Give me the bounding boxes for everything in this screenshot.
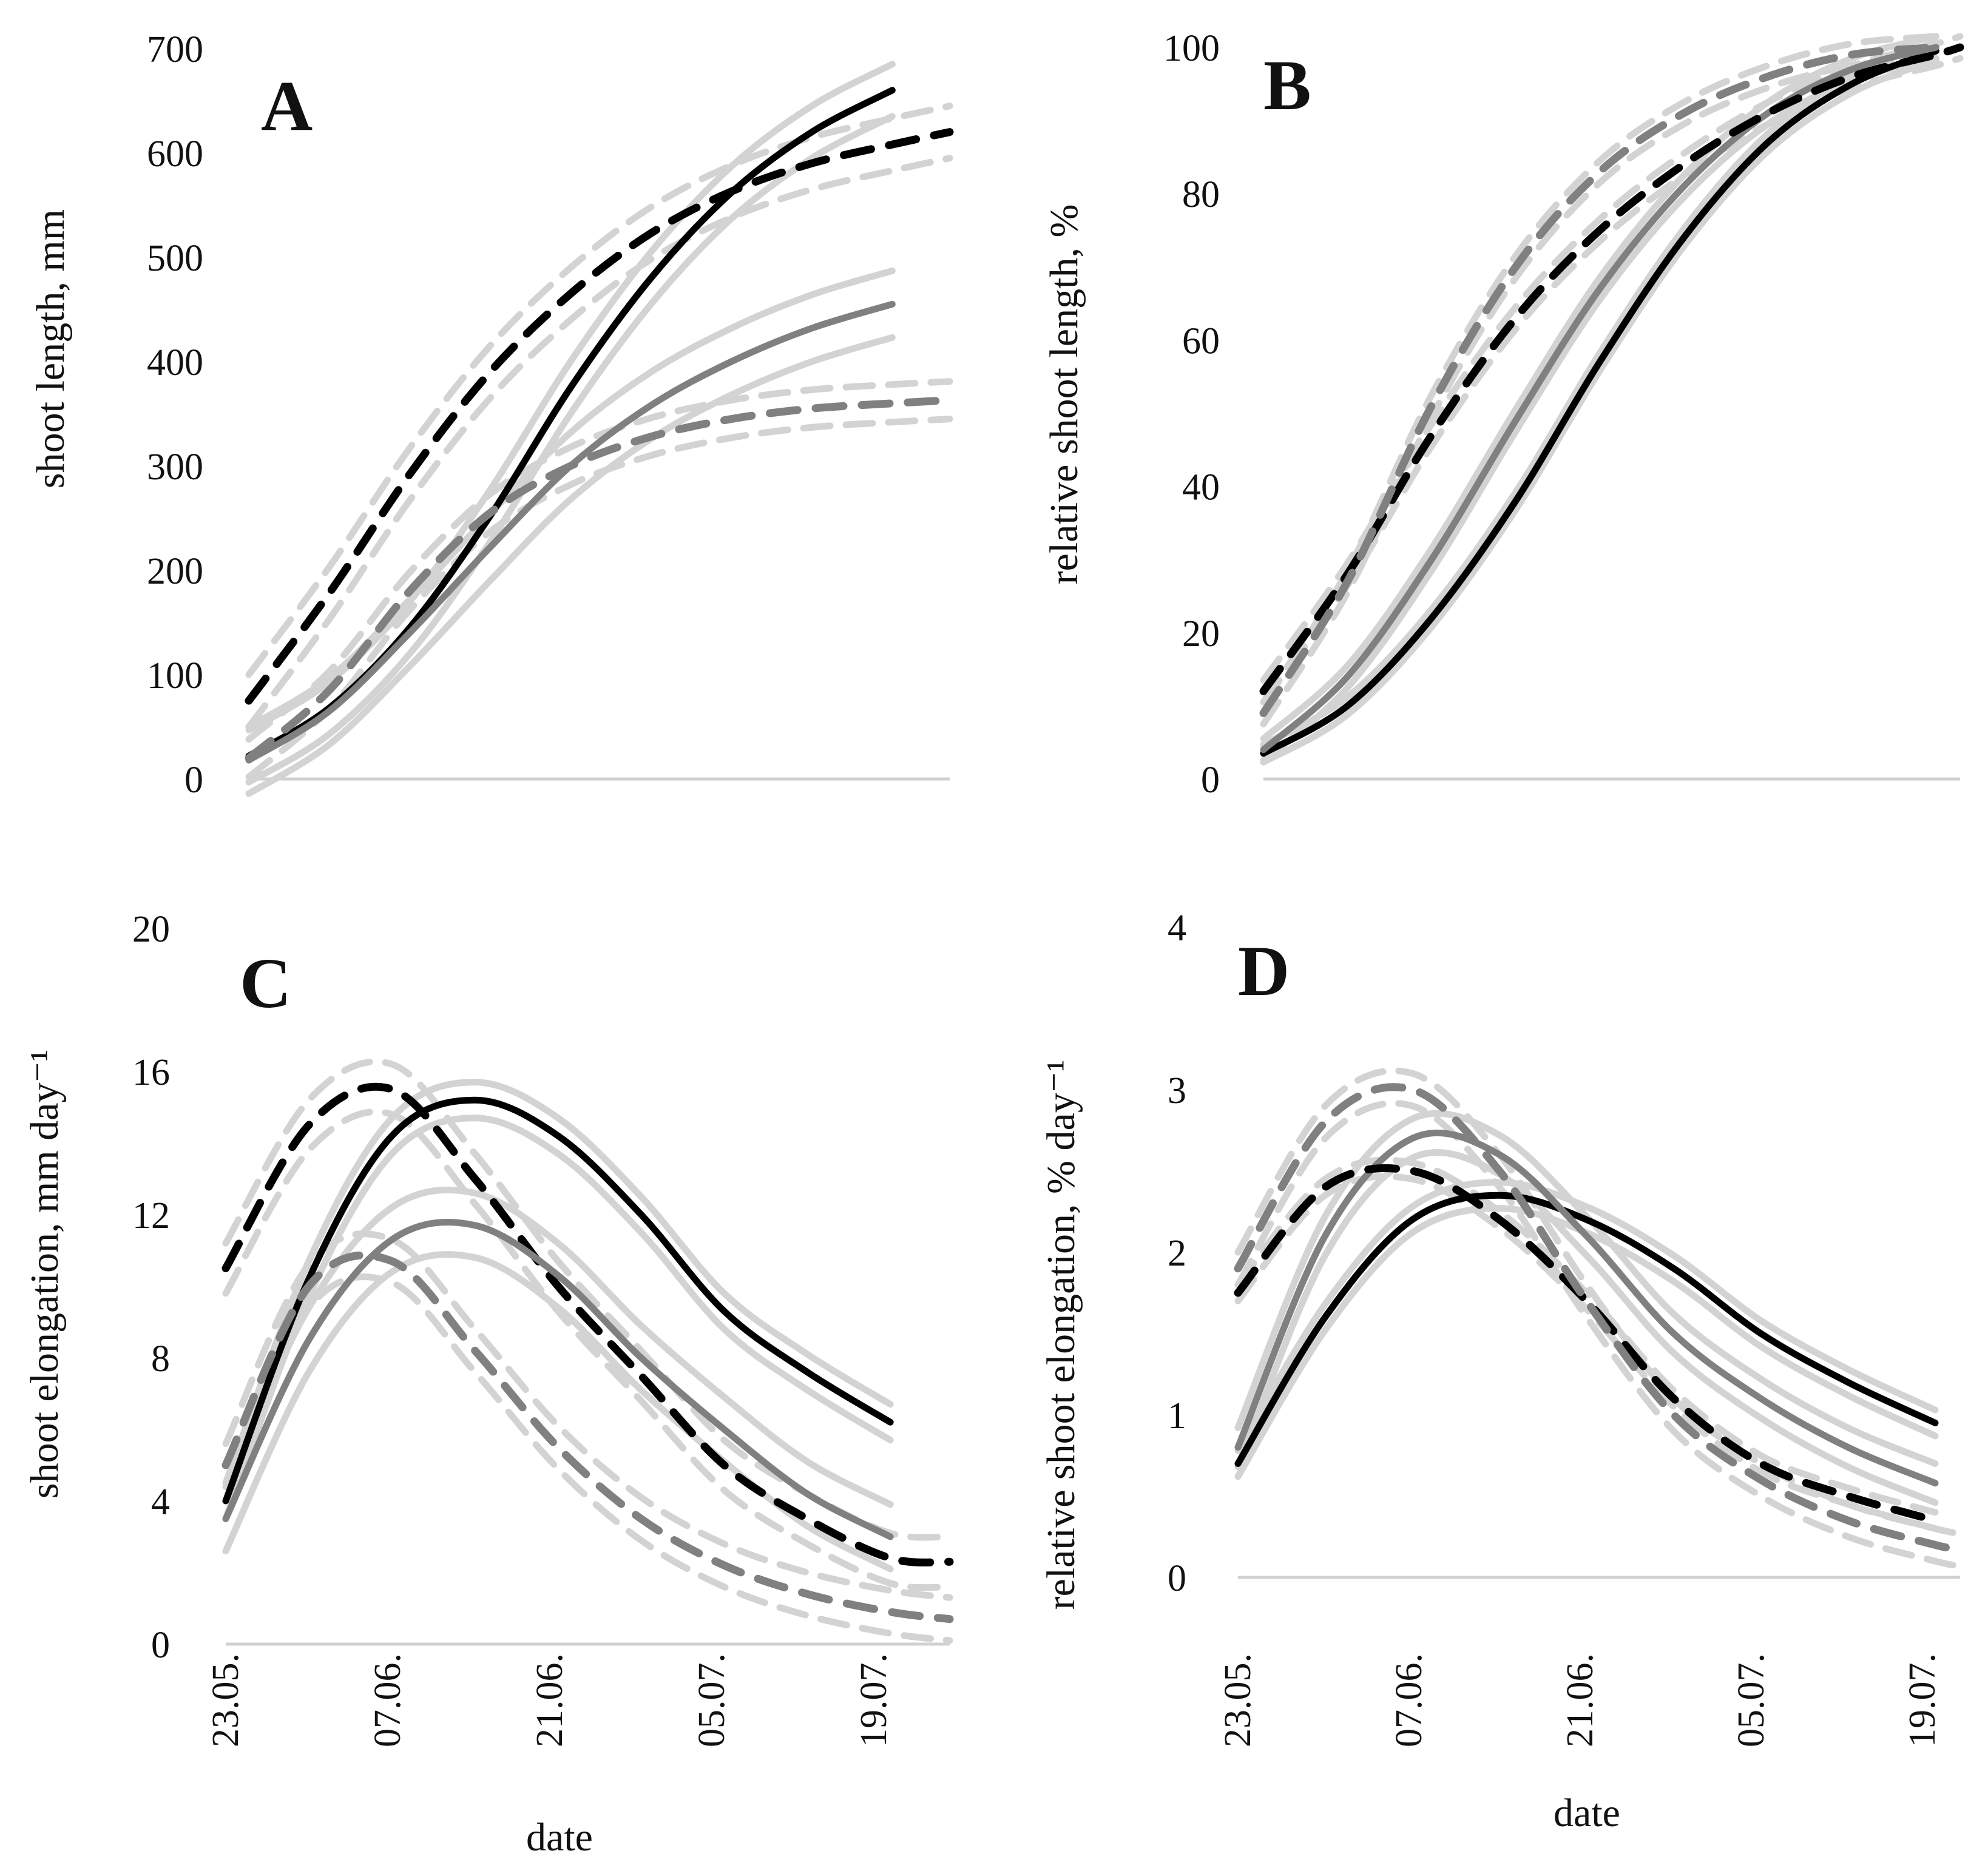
panel-c-series-line <box>221 1251 954 1624</box>
panel-c-x-tick-label: 07.06. <box>367 1653 408 1747</box>
panel-b-band-line <box>1260 55 1939 727</box>
panel-a-label: A <box>261 66 313 146</box>
panel-c-band-line <box>222 1273 953 1644</box>
panel-d-x-tick-label: 19.07. <box>1902 1653 1943 1747</box>
panel-d-y-tick-label: 0 <box>1168 1558 1186 1599</box>
panel-c-y-tick-label: 0 <box>151 1625 170 1666</box>
panel-c-chart: C shoot elongation, mm day⁻¹ date 0 4 8 12 1… <box>22 909 954 1860</box>
panel-d-x-tick-label: 07.06. <box>1388 1653 1430 1747</box>
panel-a-band-line <box>245 378 953 743</box>
panel-b-band-line <box>1260 56 1939 766</box>
panel-c-series-line <box>222 1218 894 1540</box>
panel-c-y-tick-label: 4 <box>151 1482 170 1523</box>
panel-d-band-line <box>1234 1067 1964 1537</box>
panel-a-series-line <box>245 396 954 763</box>
panel-a-y-tick-label: 100 <box>147 655 203 696</box>
panel-a-y-tick-label: 0 <box>184 760 203 801</box>
panel-d-series-line <box>1234 1129 1939 1487</box>
panel-a-band-line <box>245 103 953 678</box>
panel-c-band-line <box>222 1079 894 1486</box>
panel-a-y-tick-label: 400 <box>147 342 203 383</box>
panel-c-x-tick-label: 05.07. <box>691 1653 732 1747</box>
panel-b-label: B <box>1263 46 1311 125</box>
panel-b-y-axis-title: relative shoot length, % <box>1042 204 1086 585</box>
panel-b-series-line <box>1260 47 1939 757</box>
panel-c-series-line <box>221 1082 954 1566</box>
panel-c-x-tick-label: 19.07. <box>853 1653 894 1747</box>
panel-a-band-line <box>245 155 953 730</box>
panel-d-band-line <box>1234 1100 1964 1570</box>
panel-c-x-axis-title: date <box>526 1815 593 1860</box>
panel-d-series-line <box>1234 1083 1964 1554</box>
panel-b-series-line <box>1260 44 1939 754</box>
panel-c-band-line <box>222 1108 953 1591</box>
panel-b-y-tick-label: 0 <box>1201 760 1220 801</box>
panel-d-x-axis-title: date <box>1554 1791 1620 1835</box>
panel-d-y-tick-label: 4 <box>1168 908 1186 949</box>
panel-b-band-line <box>1260 55 1964 706</box>
panel-b-y-tick-label: 20 <box>1182 613 1220 655</box>
panel-b-y-tick-label: 40 <box>1182 467 1220 508</box>
panel-a-series-line <box>245 128 954 705</box>
panel-c-y-tick-label: 8 <box>151 1338 170 1380</box>
panel-d-y-tick-label: 3 <box>1168 1070 1186 1111</box>
panel-c-y-axis-title: shoot elongation, mm day⁻¹ <box>22 1050 67 1499</box>
panel-c-band-line <box>222 1058 953 1541</box>
panel-c-band-line <box>222 1114 894 1522</box>
panel-c-y-tick-label: 12 <box>132 1195 170 1236</box>
panel-d-band-line <box>1234 1156 1939 1516</box>
panel-d-chart: D relative shoot elongation, % day⁻¹ dat… <box>1039 908 1964 1835</box>
panel-b-band-line <box>1260 33 1939 743</box>
panel-b-series-line <box>1259 43 1940 717</box>
panel-c-x-tick-label: 23.05. <box>205 1653 246 1747</box>
panel-c-band-line <box>222 1251 894 1573</box>
panel-b-band-line <box>1260 55 1939 764</box>
panel-a-y-tick-label: 600 <box>147 133 203 175</box>
panel-a-band-line <box>245 61 896 733</box>
panel-b-band-line <box>1260 33 1939 706</box>
panel-b-y-tick-label: 60 <box>1182 320 1220 362</box>
panel-a-y-tick-label: 500 <box>147 238 203 279</box>
panel-d-series-line <box>1234 1164 1939 1525</box>
panel-a-band-line <box>245 416 953 781</box>
panel-d-y-tick-label: 2 <box>1168 1233 1186 1274</box>
panel-a-y-axis-title: shoot length, mm <box>29 209 73 488</box>
panel-b-series-line <box>1259 43 1964 695</box>
panel-a-chart: A shoot length, mm 0 100 200 300 400 500 600 70… <box>29 29 954 801</box>
panel-d-x-tick-label: 05.07. <box>1731 1653 1772 1747</box>
panel-d-label: D <box>1238 931 1290 1011</box>
panel-d-band-line <box>1234 1110 1939 1467</box>
panel-b-y-tick-label: 80 <box>1182 174 1220 215</box>
panel-b-y-tick-label: 100 <box>1163 28 1220 69</box>
panel-d-x-tick-label: 23.05. <box>1217 1653 1259 1747</box>
panel-d-series-line <box>1234 1192 1939 1467</box>
panel-c-x-tick-label: 21.06. <box>529 1653 570 1747</box>
panel-a-band-line <box>245 334 896 797</box>
panel-b-band-line <box>1260 39 1939 748</box>
panel-c-label: C <box>240 943 291 1023</box>
panel-c-y-tick-label: 16 <box>132 1052 170 1093</box>
panel-d-x-tick-label: 21.06. <box>1560 1653 1601 1747</box>
panel-a-y-tick-label: 300 <box>147 447 203 488</box>
panel-b-band-line <box>1260 33 1964 684</box>
panel-c-series-line <box>222 1096 894 1505</box>
panel-c-y-tick-label: 20 <box>132 909 170 950</box>
panel-a-y-tick-label: 200 <box>147 551 203 592</box>
panel-d-y-axis-title: relative shoot elongation, % day⁻¹ <box>1039 1060 1083 1610</box>
panel-b-chart: B relative shoot length, % 0 20 40 60 80 100 <box>1042 28 1964 801</box>
panel-a-y-tick-label: 700 <box>147 29 203 70</box>
panel-a-band-line <box>245 113 896 786</box>
panel-d-band-line <box>1234 1148 1939 1506</box>
panel-d-y-tick-label: 1 <box>1168 1395 1186 1437</box>
